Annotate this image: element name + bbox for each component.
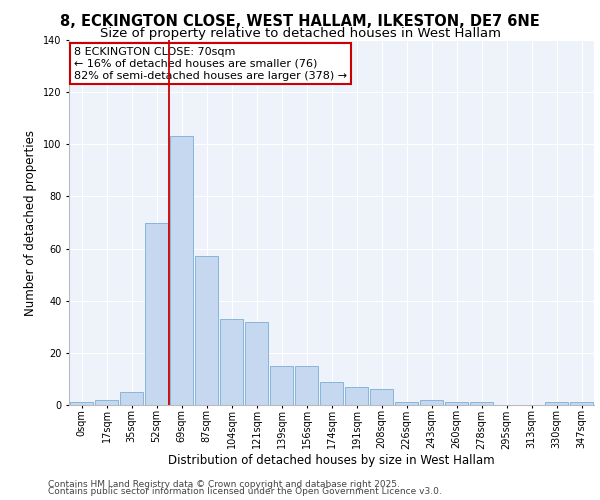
Bar (570, 402, 593, 405)
X-axis label: Distribution of detached houses by size in West Hallam: Distribution of detached houses by size … (168, 454, 495, 467)
Bar (145, 222, 168, 405)
Text: Contains public sector information licensed under the Open Government Licence v3: Contains public sector information licen… (48, 487, 442, 496)
Bar (470, 402, 493, 405)
Bar (320, 382, 343, 405)
Bar (295, 366, 318, 405)
Bar (545, 402, 568, 405)
Bar (370, 390, 393, 405)
Text: Size of property relative to detached houses in West Hallam: Size of property relative to detached ho… (100, 28, 500, 40)
Bar (70, 402, 93, 405)
Bar (220, 319, 243, 405)
Bar (170, 136, 193, 405)
Bar (245, 322, 268, 405)
Bar (445, 402, 468, 405)
Bar (420, 400, 443, 405)
Bar (95, 400, 118, 405)
Text: 8, ECKINGTON CLOSE, WEST HALLAM, ILKESTON, DE7 6NE: 8, ECKINGTON CLOSE, WEST HALLAM, ILKESTO… (60, 14, 540, 29)
Bar (345, 387, 368, 405)
Bar (195, 256, 218, 405)
Bar (120, 392, 143, 405)
Text: Contains HM Land Registry data © Crown copyright and database right 2025.: Contains HM Land Registry data © Crown c… (48, 480, 400, 489)
Y-axis label: Number of detached properties: Number of detached properties (25, 130, 37, 316)
Text: 8 ECKINGTON CLOSE: 70sqm
← 16% of detached houses are smaller (76)
82% of semi-d: 8 ECKINGTON CLOSE: 70sqm ← 16% of detach… (74, 48, 347, 80)
Bar (395, 402, 418, 405)
Bar (270, 366, 293, 405)
